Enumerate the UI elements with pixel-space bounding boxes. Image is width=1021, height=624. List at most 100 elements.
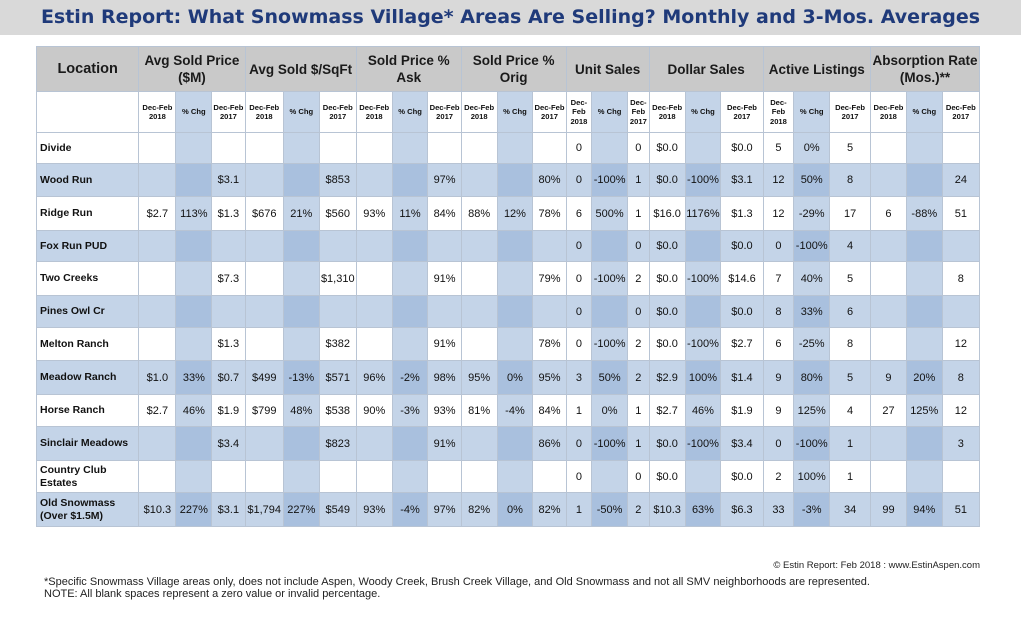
value-cell: $2.7: [648, 394, 686, 427]
sub-header: Dec-Feb 2017: [627, 91, 650, 133]
sub-header: Dec-Feb 2018: [355, 91, 393, 133]
location-cell: Two Creeks: [35, 261, 140, 296]
value-cell: 100%: [793, 460, 831, 493]
value-cell: 80%: [532, 163, 567, 197]
value-cell: [905, 163, 943, 197]
value-cell: 3: [941, 426, 981, 461]
value-cell: [496, 295, 534, 328]
value-cell: 91%: [427, 261, 462, 296]
value-cell: [460, 230, 498, 262]
value-cell: [870, 460, 907, 493]
value-cell: $1.0: [138, 360, 177, 395]
snowmass-areas-table: Location Avg Sold Price ($M) Avg Sold $/Sq…: [35, 46, 981, 527]
table-row: Melton Ranch $1.3 $382 91% 78% 0 -100% 2 $0.0 -10…: [35, 327, 981, 361]
value-cell: $549: [318, 492, 357, 527]
value-cell: -3%: [391, 394, 429, 427]
value-cell: [870, 426, 907, 461]
value-cell: 1: [627, 426, 650, 461]
value-cell: 500%: [591, 196, 628, 231]
group-header: Sold Price % Orig: [460, 46, 567, 92]
sub-header: Dec-Feb 2017: [720, 91, 764, 133]
value-cell: [282, 132, 320, 164]
value-cell: $1.3: [720, 196, 764, 231]
value-cell: 21%: [282, 196, 320, 231]
value-cell: 97%: [427, 163, 462, 197]
value-cell: 6: [870, 196, 907, 231]
value-cell: [244, 426, 284, 461]
value-cell: $799: [244, 394, 284, 427]
value-cell: [355, 295, 393, 328]
value-cell: 12: [762, 163, 795, 197]
value-cell: 46%: [175, 394, 213, 427]
value-cell: 12%: [496, 196, 534, 231]
value-cell: 8: [829, 163, 872, 197]
value-cell: [460, 261, 498, 296]
value-cell: [391, 426, 429, 461]
table-row: Sinclair Meadows $3.4 $823 91% 86% 0 -100% 1 $0.…: [35, 426, 981, 461]
value-cell: 8: [829, 327, 872, 361]
value-cell: 12: [941, 327, 981, 361]
value-cell: 94%: [905, 492, 943, 527]
value-cell: 82%: [460, 492, 498, 527]
sub-header: Dec-Feb 2018: [244, 91, 284, 133]
value-cell: [905, 426, 943, 461]
footnotes: *Specific Snowmass Village areas only, d…: [44, 576, 994, 600]
value-cell: -100%: [591, 327, 628, 361]
value-cell: 100%: [684, 360, 722, 395]
sub-header: % Chg: [391, 91, 429, 133]
value-cell: 1176%: [684, 196, 722, 231]
value-cell: $1.3: [211, 327, 246, 361]
value-cell: $0.0: [648, 460, 686, 493]
value-cell: [870, 230, 907, 262]
sub-header: % Chg: [282, 91, 320, 133]
value-cell: 8: [941, 261, 981, 296]
value-cell: [355, 460, 393, 493]
value-cell: 5: [762, 132, 795, 164]
value-cell: [391, 327, 429, 361]
value-cell: $0.0: [648, 295, 686, 328]
value-cell: 5: [829, 360, 872, 395]
copyright-note: © Estin Report: Feb 2018 : www.EstinAspe…: [773, 560, 980, 571]
value-cell: 12: [941, 394, 981, 427]
value-cell: $2.7: [138, 196, 177, 231]
value-cell: $3.1: [211, 492, 246, 527]
sub-header: Dec-Feb 2017: [829, 91, 872, 133]
value-cell: -4%: [391, 492, 429, 527]
value-cell: 17: [829, 196, 872, 231]
value-cell: 97%: [427, 492, 462, 527]
value-cell: [138, 327, 177, 361]
sub-header: % Chg: [496, 91, 534, 133]
value-cell: $0.0: [648, 132, 686, 164]
location-cell: Ridge Run: [35, 196, 140, 231]
sub-header: % Chg: [684, 91, 722, 133]
value-cell: 50%: [793, 163, 831, 197]
value-cell: [175, 261, 213, 296]
value-cell: [905, 295, 943, 328]
value-cell: [460, 327, 498, 361]
group-header: Active Listings: [762, 46, 872, 92]
value-cell: 50%: [591, 360, 628, 395]
value-cell: 0: [627, 460, 650, 493]
value-cell: 48%: [282, 394, 320, 427]
group-header: Absorption Rate (Mos.)**: [870, 46, 980, 92]
value-cell: $1.9: [211, 394, 246, 427]
value-cell: [138, 295, 177, 328]
location-cell: Country Club Estates: [35, 460, 140, 493]
value-cell: 125%: [793, 394, 831, 427]
value-cell: -88%: [905, 196, 943, 231]
value-cell: 0%: [496, 360, 534, 395]
group-header: Avg Sold $/SqFt: [244, 46, 357, 92]
value-cell: 99: [870, 492, 907, 527]
value-cell: [138, 460, 177, 493]
value-cell: $3.1: [720, 163, 764, 197]
value-cell: 84%: [532, 394, 567, 427]
value-cell: 33%: [793, 295, 831, 328]
value-cell: [460, 460, 498, 493]
value-cell: $1.9: [720, 394, 764, 427]
value-cell: [905, 261, 943, 296]
table-row: Two Creeks $7.3 $1,310 91% 79% 0 -100% 2 $0.0 -10…: [35, 261, 981, 296]
value-cell: 96%: [355, 360, 393, 395]
table-row: Country Club Estates 0 0 $0.0 $0.0 2 100% 1: [35, 460, 981, 493]
value-cell: $0.0: [720, 460, 764, 493]
value-cell: 11%: [391, 196, 429, 231]
